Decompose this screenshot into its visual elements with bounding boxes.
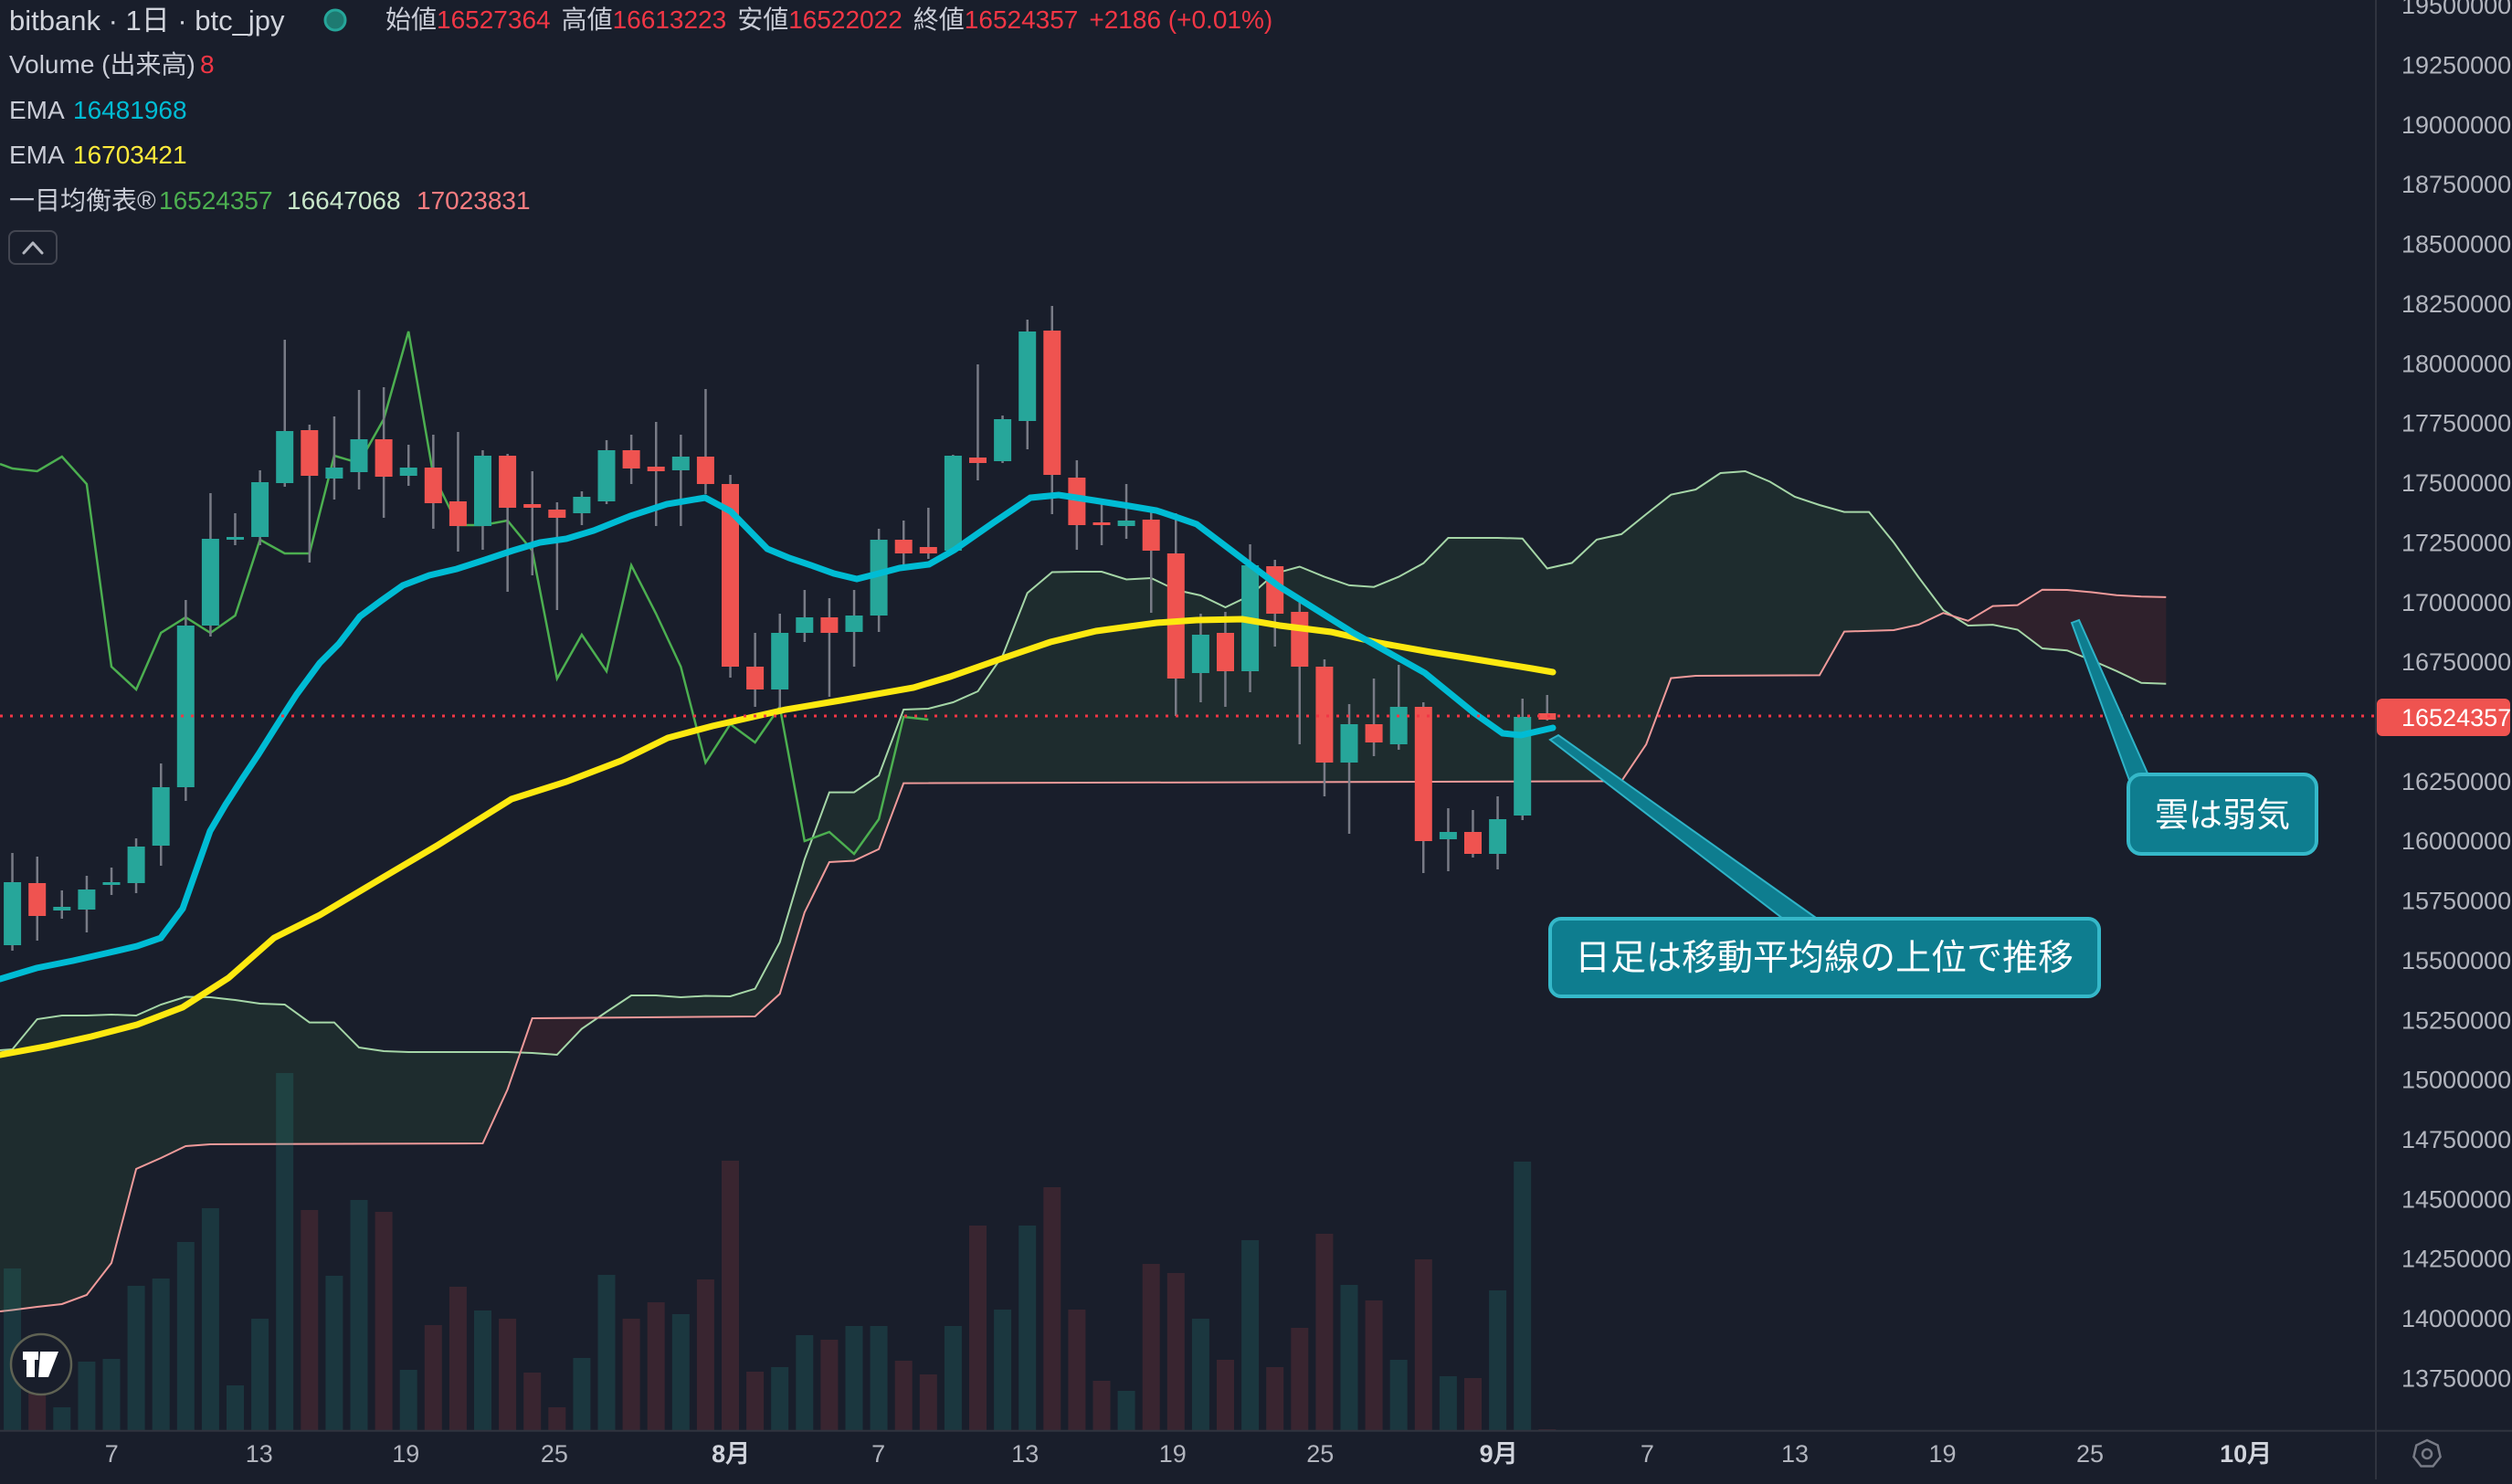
svg-text:17500000: 17500000 <box>2401 469 2511 497</box>
svg-text:19: 19 <box>1159 1440 1187 1468</box>
svg-text:16000000: 16000000 <box>2401 827 2511 855</box>
svg-text:25: 25 <box>2076 1440 2104 1468</box>
svg-text:一目均衡表®: 一目均衡表® <box>9 186 156 215</box>
svg-text:19500000: 19500000 <box>2401 0 2511 19</box>
svg-text:16524357: 16524357 <box>159 186 273 215</box>
svg-text:7: 7 <box>871 1440 885 1468</box>
svg-text:EMA: EMA <box>9 141 65 169</box>
svg-text:13: 13 <box>246 1440 273 1468</box>
svg-text:14250000: 14250000 <box>2401 1246 2511 1273</box>
svg-text:14500000: 14500000 <box>2401 1185 2511 1213</box>
svg-text:16750000: 16750000 <box>2401 648 2511 676</box>
svg-text:EMA: EMA <box>9 96 65 124</box>
svg-text:17250000: 17250000 <box>2401 529 2511 556</box>
svg-text:13750000: 13750000 <box>2401 1365 2511 1393</box>
svg-text:19: 19 <box>392 1440 419 1468</box>
svg-text:8: 8 <box>200 50 215 79</box>
svg-text:25: 25 <box>1306 1440 1334 1468</box>
svg-text:bitbank · 1日 · btc_jpy: bitbank · 1日 · btc_jpy <box>9 5 285 37</box>
svg-text:8月: 8月 <box>712 1440 750 1468</box>
svg-text:17023831: 17023831 <box>417 186 531 215</box>
svg-text:18750000: 18750000 <box>2401 171 2511 198</box>
svg-text:19250000: 19250000 <box>2401 52 2511 79</box>
svg-text:Volume (出来高): Volume (出来高) <box>9 50 195 79</box>
svg-text:16524357: 16524357 <box>2401 704 2511 731</box>
svg-text:15250000: 15250000 <box>2401 1006 2511 1034</box>
svg-text:13: 13 <box>1011 1440 1039 1468</box>
svg-text:19000000: 19000000 <box>2401 111 2511 139</box>
svg-text:7: 7 <box>105 1440 119 1468</box>
svg-text:25: 25 <box>541 1440 568 1468</box>
svg-text:17750000: 17750000 <box>2401 410 2511 437</box>
svg-text:14000000: 14000000 <box>2401 1305 2511 1332</box>
svg-text:18250000: 18250000 <box>2401 290 2511 318</box>
svg-text:15750000: 15750000 <box>2401 888 2511 915</box>
svg-text:13: 13 <box>1781 1440 1809 1468</box>
svg-text:15000000: 15000000 <box>2401 1067 2511 1094</box>
svg-text:15500000: 15500000 <box>2401 947 2511 974</box>
svg-text:14750000: 14750000 <box>2401 1126 2511 1153</box>
svg-text:16481968: 16481968 <box>73 96 187 124</box>
svg-text:雲は弱気: 雲は弱気 <box>2155 796 2290 834</box>
svg-text:10月: 10月 <box>2220 1440 2272 1468</box>
svg-text:18500000: 18500000 <box>2401 231 2511 258</box>
svg-text:18000000: 18000000 <box>2401 350 2511 377</box>
svg-text:16703421: 16703421 <box>73 141 187 169</box>
svg-text:16647068: 16647068 <box>287 186 401 215</box>
svg-text:17000000: 17000000 <box>2401 589 2511 616</box>
svg-text:19: 19 <box>1928 1440 1956 1468</box>
svg-text:9月: 9月 <box>1480 1440 1518 1468</box>
svg-text:16250000: 16250000 <box>2401 768 2511 795</box>
svg-text:日足は移動平均線の上位で推移: 日足は移動平均線の上位で推移 <box>1575 939 2074 978</box>
svg-text:7: 7 <box>1641 1440 1654 1468</box>
